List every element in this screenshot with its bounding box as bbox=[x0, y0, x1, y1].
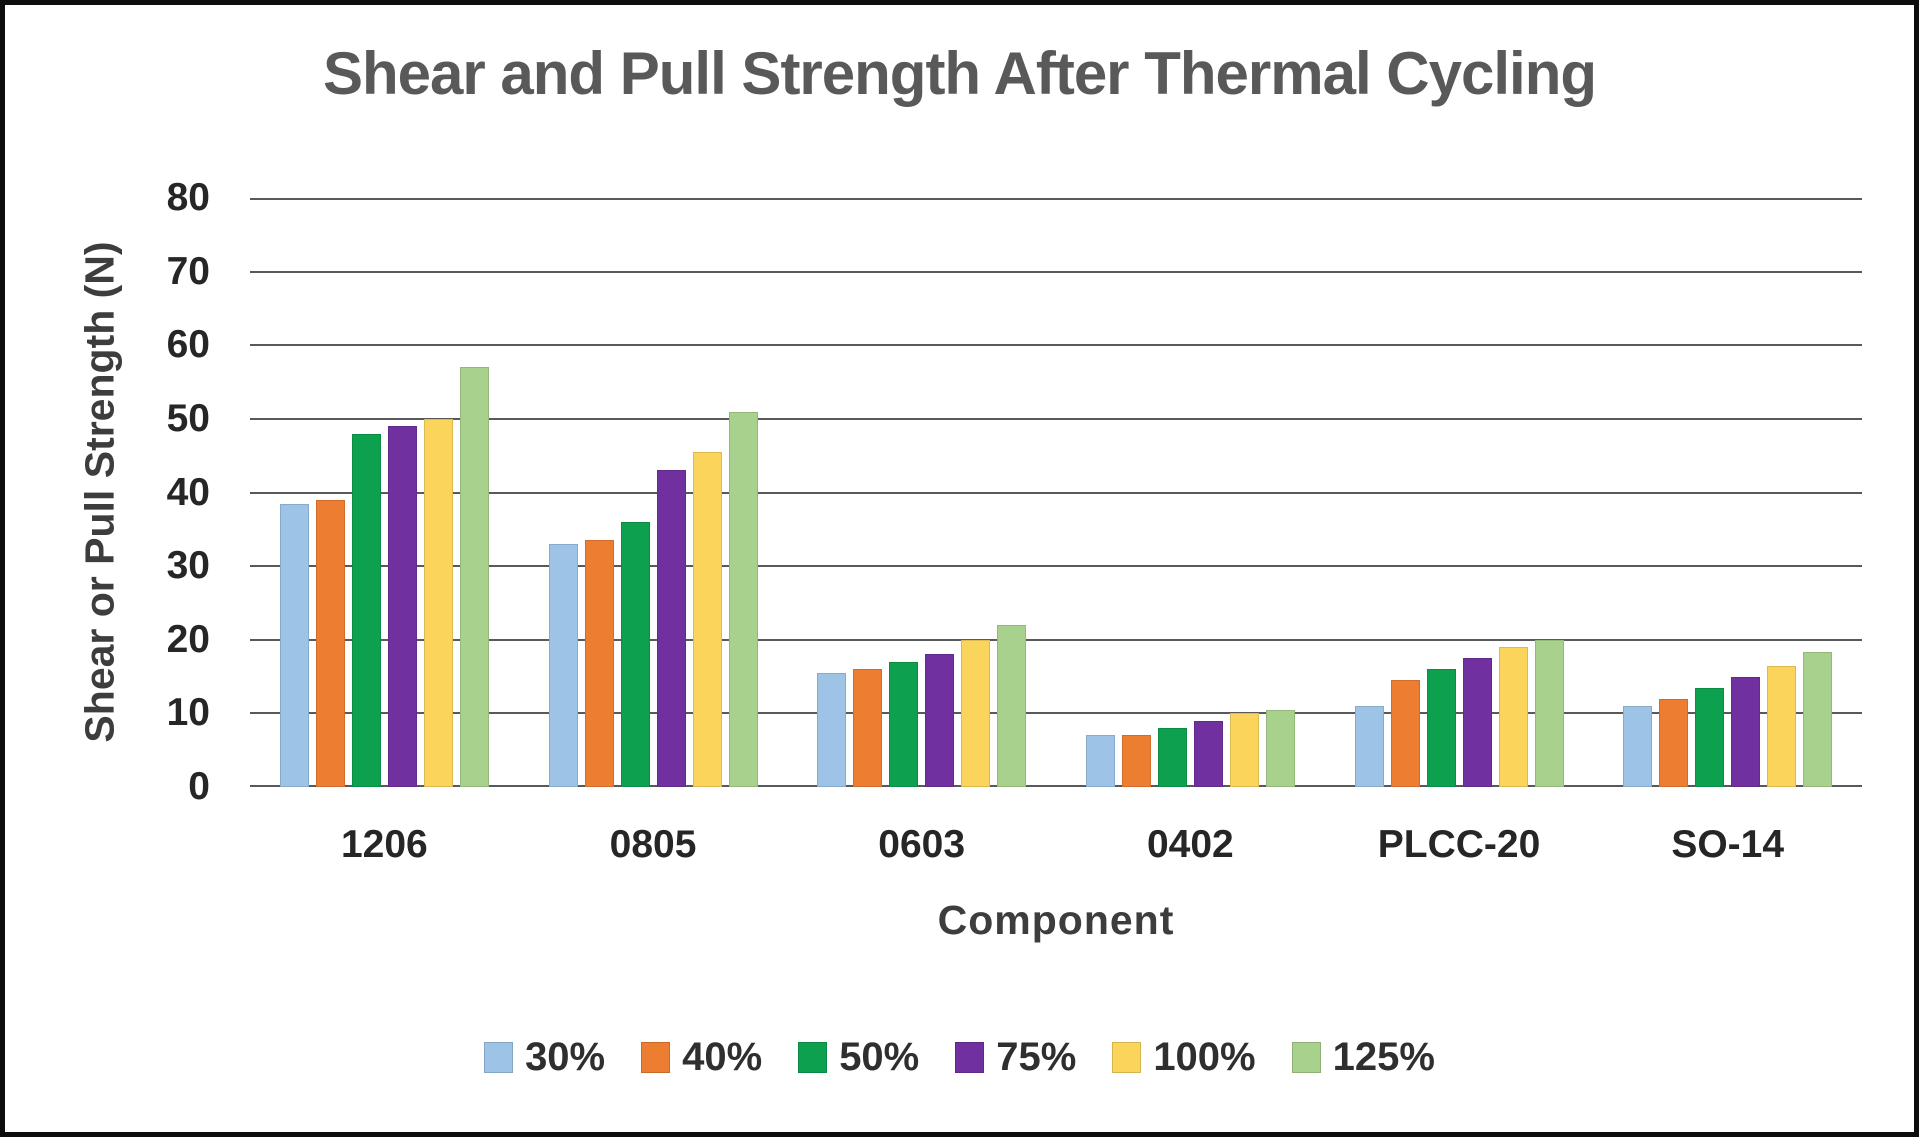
y-tick-label-70: 70 bbox=[166, 250, 210, 293]
gridlines bbox=[250, 198, 1862, 787]
legend-item-75%: 75% bbox=[955, 1035, 1076, 1080]
bar-40%-PLCC-20 bbox=[1390, 680, 1420, 787]
plot-area bbox=[250, 198, 1862, 787]
bar-50%-1206 bbox=[351, 433, 381, 787]
bar-125%-1206 bbox=[459, 367, 489, 787]
category-label-1206: 1206 bbox=[340, 823, 428, 866]
bar-125%-0805 bbox=[728, 411, 758, 787]
legend-swatch-40% bbox=[641, 1042, 671, 1073]
gridline-50 bbox=[250, 418, 1862, 420]
bar-50%-0603 bbox=[889, 661, 919, 787]
gridline-40 bbox=[250, 492, 1862, 494]
bar-75%-0402 bbox=[1193, 720, 1223, 787]
legend-swatch-75% bbox=[955, 1042, 985, 1073]
legend-label-75%: 75% bbox=[996, 1035, 1077, 1079]
bar-75%-PLCC-20 bbox=[1462, 658, 1492, 787]
bar-125%-PLCC-20 bbox=[1534, 639, 1564, 787]
bar-50%-0402 bbox=[1157, 728, 1187, 787]
category-label-0805: 0805 bbox=[609, 823, 697, 866]
legend-label-30%: 30% bbox=[525, 1035, 606, 1079]
bar-100%-0805 bbox=[692, 452, 722, 787]
bar-30%-0805 bbox=[548, 544, 578, 787]
category-labels: 1206 0805 0603 0402 PLCC-20 SO-14 bbox=[250, 823, 1862, 867]
bar-100%-SO-14 bbox=[1767, 665, 1797, 787]
gridline-20 bbox=[250, 639, 1862, 641]
bar-125%-SO-14 bbox=[1803, 652, 1833, 787]
legend: 30% 40% 50% 75% 100% 125% bbox=[5, 1035, 1914, 1080]
bar-75%-1206 bbox=[387, 426, 417, 787]
bar-50%-0805 bbox=[620, 521, 650, 787]
bar-100%-0402 bbox=[1229, 713, 1259, 787]
y-tick-label-10: 10 bbox=[166, 691, 210, 734]
bar-125%-0402 bbox=[1265, 709, 1295, 787]
x-axis-title: Component bbox=[937, 897, 1175, 943]
category-label-PLCC-20: PLCC-20 bbox=[1377, 823, 1541, 866]
bar-40%-0805 bbox=[584, 540, 614, 787]
bar-groups bbox=[250, 198, 1862, 787]
bar-30%-PLCC-20 bbox=[1354, 706, 1384, 787]
legend-label-40%: 40% bbox=[682, 1035, 763, 1079]
bar-group-0603 bbox=[787, 198, 1056, 787]
y-tick-labels: 0 10 20 30 40 50 60 70 80 bbox=[60, 176, 210, 808]
bar-group-1206 bbox=[250, 198, 519, 787]
bar-30%-0402 bbox=[1085, 735, 1115, 787]
bar-40%-0603 bbox=[853, 669, 883, 787]
category-label-SO-14: SO-14 bbox=[1671, 823, 1785, 866]
gridline-30 bbox=[250, 565, 1862, 567]
bar-40%-SO-14 bbox=[1659, 698, 1689, 787]
legend-label-100%: 100% bbox=[1153, 1035, 1256, 1079]
y-tick-label-40: 40 bbox=[166, 471, 210, 514]
bar-50%-PLCC-20 bbox=[1426, 669, 1456, 787]
bar-100%-PLCC-20 bbox=[1498, 647, 1528, 787]
gridline-60 bbox=[250, 344, 1862, 346]
y-tick-label-60: 60 bbox=[166, 323, 210, 366]
bar-30%-1206 bbox=[279, 503, 309, 787]
bar-40%-0402 bbox=[1121, 735, 1151, 787]
legend-item-30%: 30% bbox=[484, 1035, 605, 1080]
gridline-0 bbox=[250, 785, 1862, 787]
y-tick-label-0: 0 bbox=[188, 765, 210, 808]
gridline-10 bbox=[250, 712, 1862, 714]
bar-group-0805 bbox=[519, 198, 788, 787]
legend-label-50%: 50% bbox=[839, 1035, 920, 1079]
y-tick-label-20: 20 bbox=[166, 618, 210, 661]
bar-group-SO-14 bbox=[1593, 198, 1862, 787]
gridline-80 bbox=[250, 198, 1862, 200]
bar-30%-SO-14 bbox=[1623, 706, 1653, 787]
bar-100%-0603 bbox=[961, 639, 991, 787]
bar-75%-0603 bbox=[925, 654, 955, 787]
bar-group-PLCC-20 bbox=[1325, 198, 1594, 787]
category-label-0603: 0603 bbox=[878, 823, 966, 866]
bar-75%-SO-14 bbox=[1731, 676, 1761, 787]
category-label-0402: 0402 bbox=[1146, 823, 1234, 866]
legend-item-40%: 40% bbox=[641, 1035, 762, 1080]
legend-item-125%: 125% bbox=[1291, 1035, 1435, 1080]
bar-100%-1206 bbox=[423, 418, 453, 787]
bar-group-0402 bbox=[1056, 198, 1325, 787]
bar-30%-0603 bbox=[817, 672, 847, 787]
legend-label-125%: 125% bbox=[1332, 1035, 1435, 1079]
legend-swatch-30% bbox=[484, 1042, 514, 1073]
y-tick-label-80: 80 bbox=[166, 176, 210, 219]
bar-125%-0603 bbox=[997, 625, 1027, 787]
bar-75%-0805 bbox=[656, 470, 686, 787]
legend-item-100%: 100% bbox=[1112, 1035, 1256, 1080]
bar-40%-1206 bbox=[315, 499, 345, 787]
legend-swatch-125% bbox=[1291, 1042, 1321, 1073]
y-tick-label-30: 30 bbox=[166, 544, 210, 587]
legend-item-50%: 50% bbox=[798, 1035, 919, 1080]
legend-swatch-50% bbox=[798, 1042, 828, 1073]
legend-swatch-100% bbox=[1112, 1042, 1142, 1073]
bar-50%-SO-14 bbox=[1695, 687, 1725, 787]
chart-title: Shear and Pull Strength After Thermal Cy… bbox=[322, 40, 1597, 107]
gridline-70 bbox=[250, 271, 1862, 273]
y-tick-label-50: 50 bbox=[166, 397, 210, 440]
